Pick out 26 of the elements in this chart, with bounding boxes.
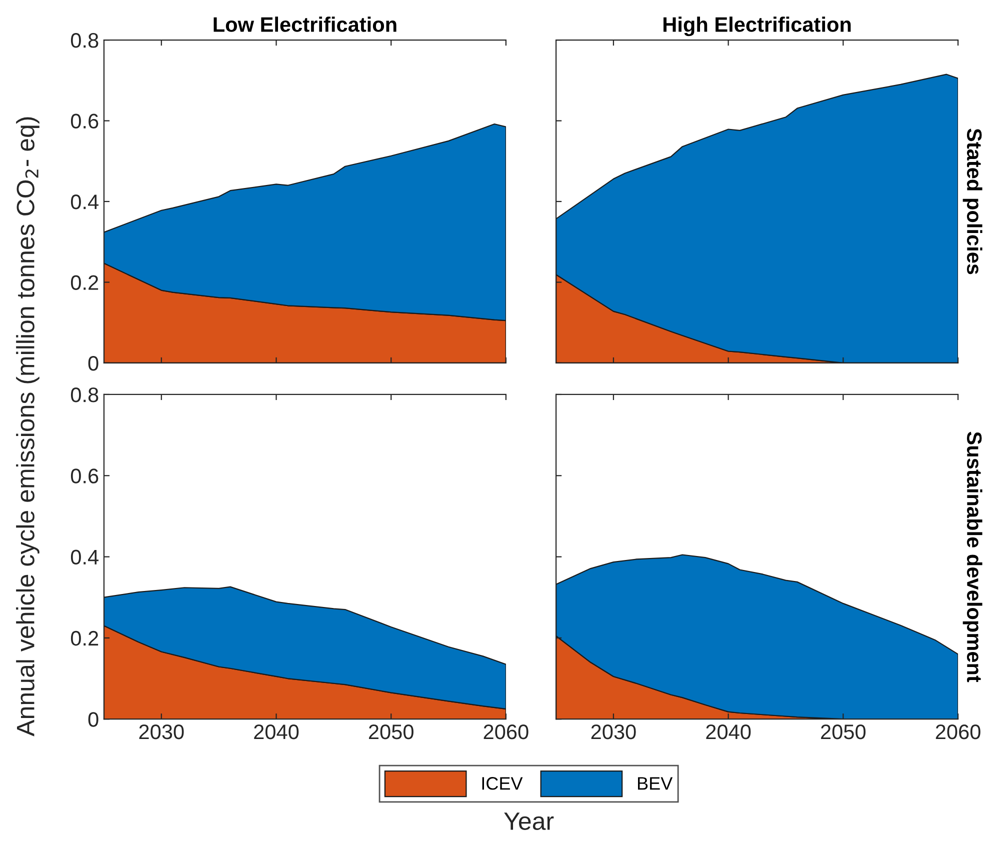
x-tick-label: 2040 [706,724,751,740]
y2-axis-title: Sustainable development [962,432,982,682]
y2-axis-title: Stated policies [962,128,982,274]
x-tick-label: 2030 [591,724,636,740]
x-tick-label: 2030 [139,724,184,740]
chart-title: High Electrification [664,16,851,36]
x-tick-label: 2060 [484,724,528,740]
y-tick-label: 0 [88,712,98,727]
y-tick-label: 0.8 [70,387,98,402]
y-tick-label: 0.4 [70,194,99,210]
y-tick-label: 0.4 [70,550,99,565]
y-tick-label: 0.2 [70,630,98,646]
x-tick-label: 2040 [254,724,299,740]
y-tick-label: 0.6 [70,114,98,129]
legend-label: BEV [638,777,673,790]
legend-label: ICEV [482,777,523,790]
y-tick-label: 0.8 [70,33,98,48]
y-tick-label: 0.6 [70,468,98,484]
x-axis-title: Year [504,812,554,830]
x-tick-label: 2050 [821,724,866,740]
x-tick-label: 2050 [368,724,414,740]
chart-title: Low Electrification [214,16,396,32]
x-tick-label: 2060 [936,724,980,740]
y-tick-label: 0.2 [70,275,98,290]
y-axis-title: Annual vehicle cycle emissions (million tonnes CO$_{2}$- eq) [16,117,40,736]
y-tick-label: 0 [88,356,98,371]
